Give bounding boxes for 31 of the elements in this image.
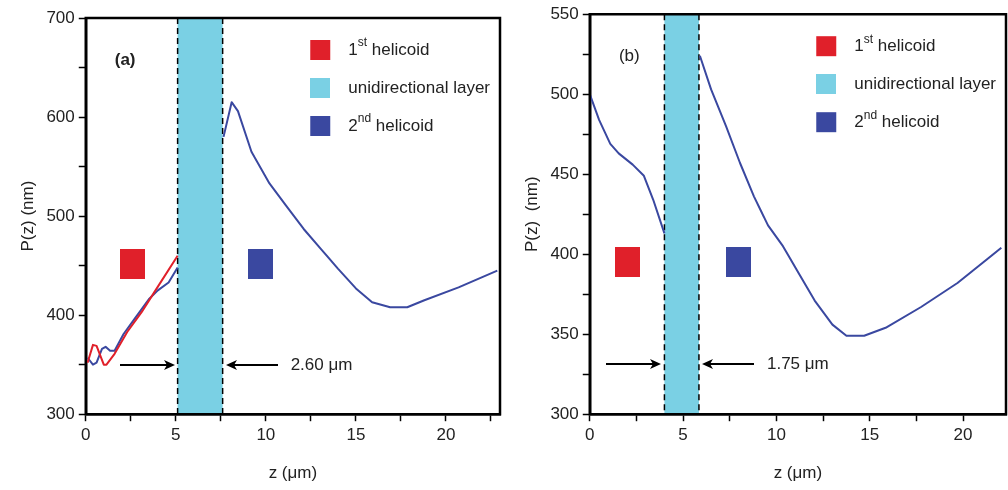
x-axis-title: z (μm) bbox=[773, 463, 823, 483]
x-tick-label: 10 bbox=[766, 425, 786, 445]
x-tick-label: 5 bbox=[678, 425, 688, 445]
x-tick-label: 20 bbox=[953, 425, 973, 445]
annotation: (a) bbox=[114, 49, 136, 70]
annotation: 1.75 μm bbox=[766, 354, 829, 375]
y-tick-label: 700 bbox=[46, 7, 75, 27]
annotation: unidirectional layer bbox=[348, 77, 491, 97]
x-tick-label: 15 bbox=[346, 425, 366, 445]
x-tick-label: 15 bbox=[860, 425, 880, 445]
annotation: 2.60 μm bbox=[290, 354, 353, 375]
y-tick-label: 550 bbox=[550, 3, 579, 23]
y-tick-label: 450 bbox=[550, 163, 579, 183]
y-tick-label: 400 bbox=[550, 243, 579, 263]
x-tick-label: 0 bbox=[81, 425, 91, 445]
y-axis-title: P(z) (nm) bbox=[521, 176, 541, 252]
x-axis-title: z (μm) bbox=[268, 463, 318, 483]
y-tick-label: 400 bbox=[46, 304, 75, 324]
annotation: unidirectional layer bbox=[854, 73, 997, 93]
y-tick-label: 300 bbox=[550, 403, 579, 423]
x-tick-label: 20 bbox=[436, 425, 456, 445]
y-axis-title: P(z) (nm) bbox=[17, 180, 37, 252]
y-tick-label: 300 bbox=[46, 403, 75, 423]
annotation: (b) bbox=[618, 46, 640, 67]
y-tick-label: 600 bbox=[46, 106, 75, 126]
y-tick-label: 350 bbox=[550, 323, 579, 343]
x-tick-label: 0 bbox=[585, 425, 595, 445]
y-tick-label: 500 bbox=[46, 205, 75, 225]
x-tick-label: 10 bbox=[256, 425, 276, 445]
x-tick-label: 5 bbox=[171, 425, 181, 445]
y-tick-label: 500 bbox=[550, 83, 579, 103]
